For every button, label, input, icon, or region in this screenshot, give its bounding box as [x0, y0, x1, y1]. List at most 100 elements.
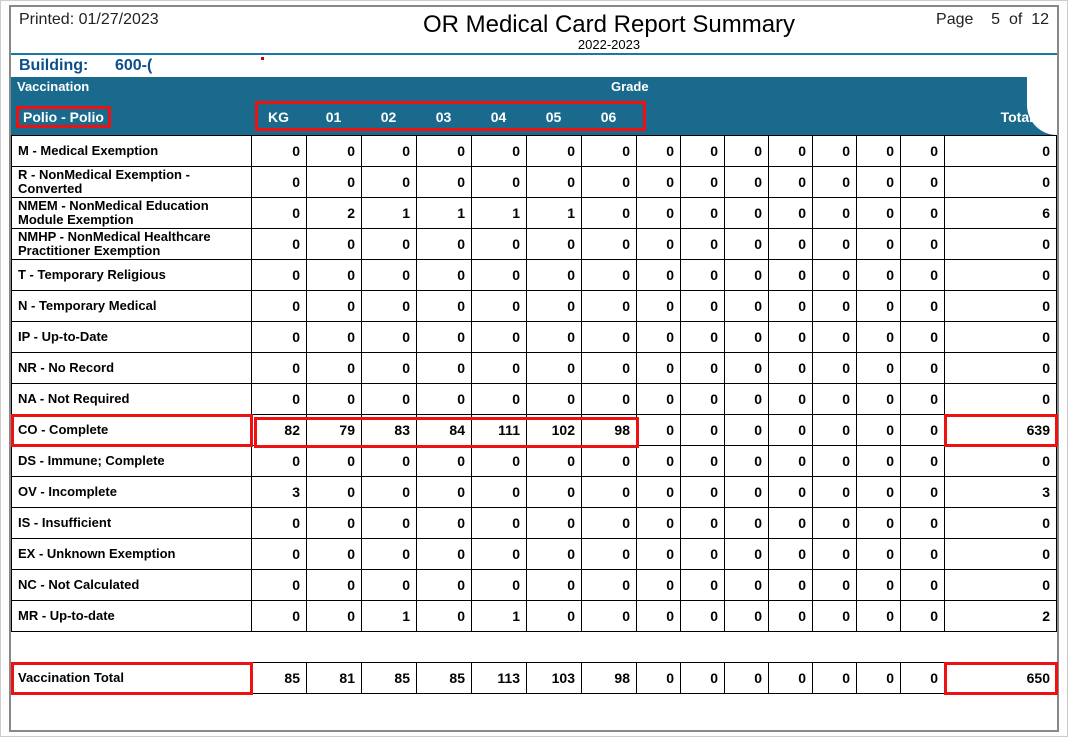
row-total: 0	[945, 167, 1057, 198]
row-label: IP - Up-to-Date	[12, 322, 252, 353]
cell-value: 0	[769, 663, 813, 694]
cell-value: 0	[857, 322, 901, 353]
cell-value: 0	[901, 508, 945, 539]
row-total: 0	[945, 539, 1057, 570]
cell-value: 0	[769, 415, 813, 446]
cell-value: 0	[582, 539, 637, 570]
cell-value: 0	[417, 353, 472, 384]
building-value: 600-(	[115, 57, 152, 74]
cell-value: 0	[813, 198, 857, 229]
cell-value: 0	[813, 415, 857, 446]
cell-value: 1	[527, 198, 582, 229]
cell-value: 0	[901, 353, 945, 384]
cell-value: 0	[769, 477, 813, 508]
cell-value: 84	[417, 415, 472, 446]
cell-value: 85	[417, 663, 472, 694]
cell-value: 0	[857, 477, 901, 508]
table-row: T - Temporary Religious000000000000000	[12, 260, 1057, 291]
cell-value: 0	[901, 167, 945, 198]
row-total: 0	[945, 384, 1057, 415]
cell-value: 0	[725, 353, 769, 384]
cell-value: 0	[769, 601, 813, 632]
cell-value: 0	[417, 291, 472, 322]
cell-value: 0	[813, 508, 857, 539]
cell-value: 0	[252, 167, 307, 198]
cell-value: 0	[637, 353, 681, 384]
cell-value: 0	[362, 477, 417, 508]
cell-value: 0	[901, 446, 945, 477]
cell-value: 0	[857, 570, 901, 601]
cell-value: 0	[813, 601, 857, 632]
row-label: CO - Complete	[12, 415, 252, 446]
cell-value: 0	[681, 322, 725, 353]
cell-value: 0	[857, 167, 901, 198]
cell-value: 0	[857, 663, 901, 694]
cell-value: 0	[901, 198, 945, 229]
cell-value: 0	[417, 446, 472, 477]
cell-value: 0	[307, 384, 362, 415]
cell-value: 0	[252, 539, 307, 570]
cell-value: 0	[769, 198, 813, 229]
row-total: 639	[945, 415, 1057, 446]
cell-value: 0	[417, 322, 472, 353]
cell-value: 0	[901, 570, 945, 601]
cell-value: 0	[472, 229, 527, 260]
row-label: NC - Not Calculated	[12, 570, 252, 601]
cell-value: 0	[582, 198, 637, 229]
cell-value: 0	[307, 260, 362, 291]
row-total: 0	[945, 291, 1057, 322]
cell-value: 0	[307, 291, 362, 322]
cell-value: 0	[252, 601, 307, 632]
grade-header: KG	[251, 109, 306, 125]
cell-value: 0	[637, 601, 681, 632]
cell-value: 0	[681, 663, 725, 694]
table-row: DS - Immune; Complete000000000000000	[12, 446, 1057, 477]
cell-value: 0	[857, 415, 901, 446]
cell-value: 98	[582, 663, 637, 694]
cell-value: 0	[472, 353, 527, 384]
cell-value: 0	[813, 136, 857, 167]
table-row: IP - Up-to-Date000000000000000	[12, 322, 1057, 353]
table-row: MR - Up-to-date001010000000002	[12, 601, 1057, 632]
printed-date: Printed: 01/27/2023	[19, 11, 339, 29]
data-table: M - Medical Exemption000000000000000R - …	[11, 135, 1057, 694]
cell-value: 0	[362, 446, 417, 477]
row-total: 0	[945, 353, 1057, 384]
row-total: 3	[945, 477, 1057, 508]
cell-value: 0	[813, 539, 857, 570]
cell-value: 0	[901, 663, 945, 694]
cell-value: 0	[681, 229, 725, 260]
cell-value: 0	[813, 663, 857, 694]
cell-value: 0	[769, 384, 813, 415]
cell-value: 0	[582, 291, 637, 322]
spacer-row	[12, 632, 1057, 663]
printed-date-value: 01/27/2023	[79, 11, 159, 28]
cell-value: 0	[637, 260, 681, 291]
cell-value: 85	[362, 663, 417, 694]
cell-value: 0	[472, 539, 527, 570]
cell-value: 0	[857, 353, 901, 384]
row-label: NA - Not Required	[12, 384, 252, 415]
cell-value: 0	[527, 539, 582, 570]
cell-value: 0	[769, 353, 813, 384]
grade-header: 01	[306, 109, 361, 125]
cell-value: 0	[681, 167, 725, 198]
vaccination-heading: Vaccination	[11, 77, 251, 99]
cell-value: 0	[582, 136, 637, 167]
row-total: 0	[945, 446, 1057, 477]
cell-value: 0	[637, 198, 681, 229]
cell-value: 0	[637, 167, 681, 198]
cell-value: 0	[637, 508, 681, 539]
cell-value: 0	[681, 291, 725, 322]
cell-value: 0	[681, 198, 725, 229]
cell-value: 0	[527, 353, 582, 384]
cell-value: 0	[307, 508, 362, 539]
cell-value: 0	[417, 570, 472, 601]
cell-value: 81	[307, 663, 362, 694]
table-row: NC - Not Calculated000000000000000	[12, 570, 1057, 601]
printed-label: Printed:	[19, 11, 74, 28]
cell-value: 0	[417, 384, 472, 415]
cell-value: 0	[527, 167, 582, 198]
cell-value: 0	[813, 291, 857, 322]
row-total: 0	[945, 508, 1057, 539]
